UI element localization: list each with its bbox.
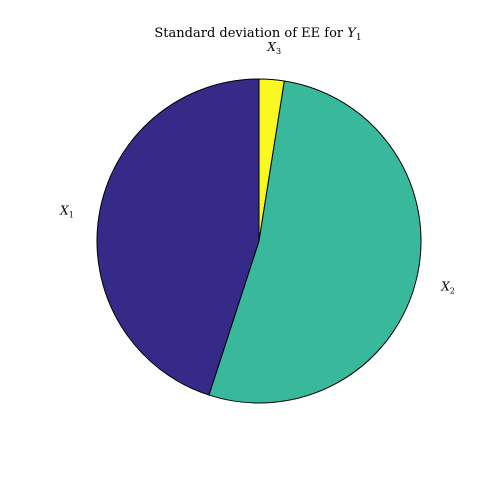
pie-label-x2: X2 xyxy=(440,279,455,295)
chart-title-subscript: 1 xyxy=(356,33,362,43)
pie-labels: X3 X2 X1 xyxy=(59,40,455,295)
pie-slices xyxy=(96,78,422,404)
pie-label-x3: X3 xyxy=(266,40,281,56)
pie-slice-x1 xyxy=(96,78,260,396)
pie-label-x1: X1 xyxy=(59,204,74,220)
chart-title-prefix: Standard deviation of EE for xyxy=(154,26,347,41)
chart-title: Standard deviation of EE for Y1 xyxy=(154,26,361,43)
chart-title-variable: Y xyxy=(347,26,357,41)
pie-slice-x2 xyxy=(208,80,422,404)
